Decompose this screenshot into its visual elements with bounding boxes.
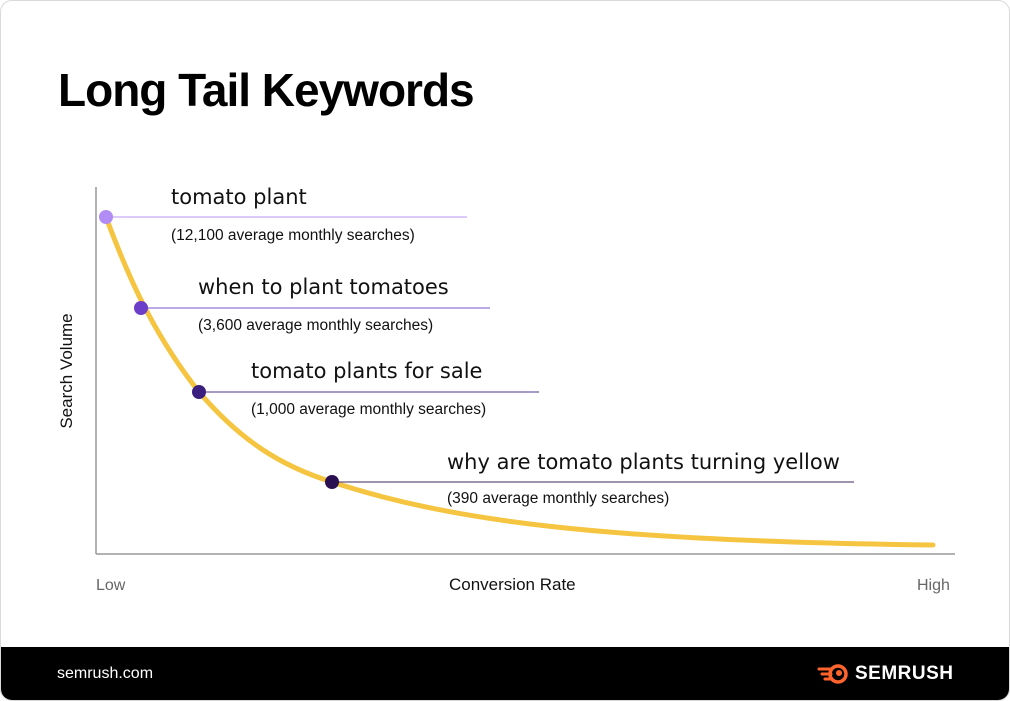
brand-name: SEMRUSH <box>855 663 954 684</box>
searches-label: (3,600 average monthly searches) <box>198 317 434 334</box>
data-point <box>134 301 148 315</box>
x-tick-high: High <box>917 577 950 594</box>
searches-label: (1,000 average monthly searches) <box>251 401 487 418</box>
x-tick-low: Low <box>96 577 126 594</box>
keyword-label: tomato plant <box>171 185 307 209</box>
semrush-logo: SEMRUSH <box>817 663 954 685</box>
keyword-label: tomato plants for sale <box>251 359 483 383</box>
site-url: semrush.com <box>57 665 154 682</box>
searches-label: (12,100 average monthly searches) <box>171 227 415 244</box>
x-axis-label: Conversion Rate <box>449 575 576 594</box>
chart <box>95 187 955 555</box>
keyword-label: why are tomato plants turning yellow <box>447 450 840 474</box>
data-point <box>99 210 113 224</box>
keyword-label: when to plant tomatoes <box>198 275 449 299</box>
data-point <box>192 385 206 399</box>
long-tail-curve <box>103 214 936 548</box>
chart-title: Long Tail Keywords <box>58 64 475 116</box>
semrush-fireball-icon <box>817 664 848 684</box>
y-axis-label: Search Volume <box>57 313 76 429</box>
footer: semrush.com SEMRUSH <box>1 647 1009 700</box>
data-point <box>325 475 339 489</box>
searches-label: (390 average monthly searches) <box>447 490 670 507</box>
